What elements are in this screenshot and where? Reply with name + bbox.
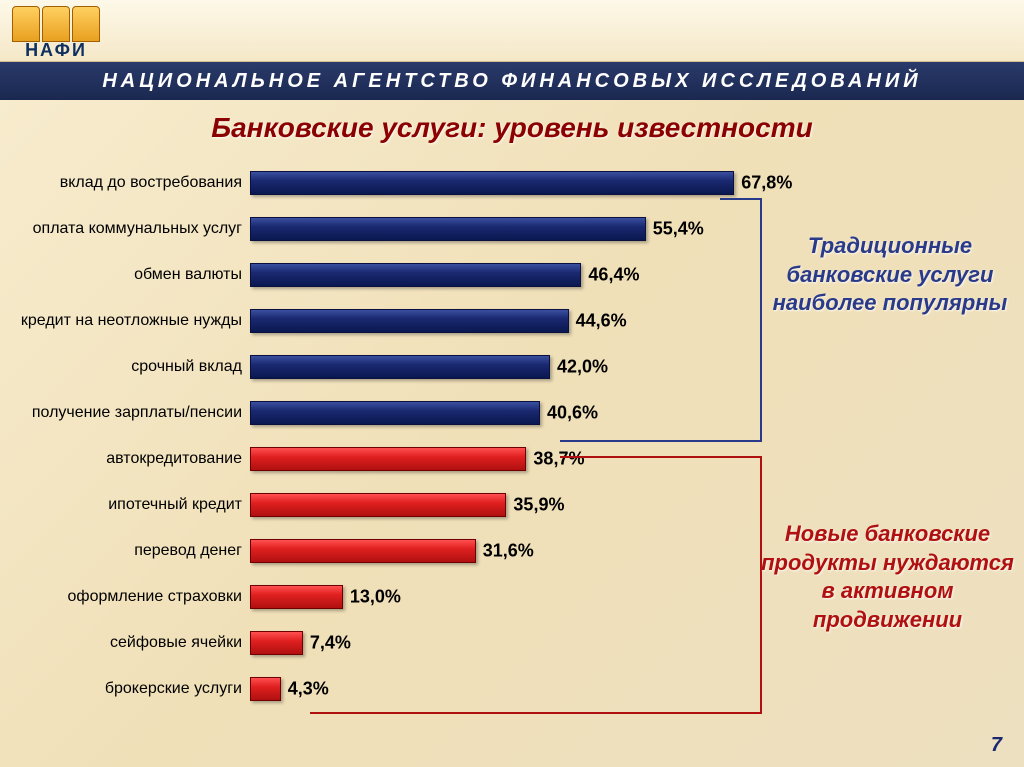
callout-new-products: Новые банковские продукты нуждаются в ак…: [760, 520, 1015, 634]
bar-value: 13,0%: [350, 587, 401, 608]
row-label: обмен валюты: [10, 266, 250, 284]
bar-value: 44,6%: [576, 311, 627, 332]
bar-wrap: 7,4%: [250, 631, 750, 655]
callout-bracket: [720, 198, 762, 200]
row-label: оформление страховки: [10, 588, 250, 606]
page-title: Банковские услуги: уровень известности: [0, 112, 1024, 144]
logo-bars-icon: [12, 6, 100, 42]
bar-value: 55,4%: [653, 219, 704, 240]
chart-row: ипотечный кредит35,9%: [10, 482, 750, 528]
logo-text: НАФИ: [25, 40, 87, 61]
bar: 42,0%: [250, 355, 550, 379]
bar: 67,8%: [250, 171, 734, 195]
header-bar: НАЦИОНАЛЬНОЕ АГЕНТСТВО ФИНАНСОВЫХ ИССЛЕД…: [0, 62, 1024, 100]
callout-line: Традиционные: [770, 232, 1010, 261]
row-label: автокредитование: [10, 450, 250, 468]
row-label: сейфовые ячейки: [10, 634, 250, 652]
bar-value: 35,9%: [513, 495, 564, 516]
bar-wrap: 31,6%: [250, 539, 750, 563]
callout-line: банковские услуги: [770, 261, 1010, 290]
chart-row: получение зарплаты/пенсии40,6%: [10, 390, 750, 436]
chart-row: оформление страховки13,0%: [10, 574, 750, 620]
bar-wrap: 35,9%: [250, 493, 750, 517]
chart-row: автокредитование38,7%: [10, 436, 750, 482]
bar-wrap: 4,3%: [250, 677, 750, 701]
logo: НАФИ: [12, 6, 100, 61]
chart-row: брокерские услуги4,3%: [10, 666, 750, 712]
bar: 44,6%: [250, 309, 569, 333]
bar-value: 40,6%: [547, 403, 598, 424]
bar-wrap: 55,4%: [250, 217, 750, 241]
bar: 35,9%: [250, 493, 506, 517]
chart-row: кредит на неотложные нужды44,6%: [10, 298, 750, 344]
bar-value: 7,4%: [310, 633, 351, 654]
chart-row: оплата коммунальных услуг55,4%: [10, 206, 750, 252]
bar-value: 38,7%: [533, 449, 584, 470]
callout-bracket: [760, 198, 762, 442]
callout-bracket: [560, 456, 762, 458]
bar: 40,6%: [250, 401, 540, 425]
row-label: оплата коммунальных услуг: [10, 220, 250, 238]
callout-bracket: [310, 712, 762, 714]
bar: 38,7%: [250, 447, 526, 471]
top-strip: НАФИ: [0, 0, 1024, 62]
callout-line: продукты нуждаются: [760, 549, 1015, 578]
bar-value: 4,3%: [288, 679, 329, 700]
bar-wrap: 38,7%: [250, 447, 750, 471]
row-label: срочный вклад: [10, 358, 250, 376]
page-number: 7: [991, 734, 1002, 757]
bar: 55,4%: [250, 217, 646, 241]
callout-line: Новые банковские: [760, 520, 1015, 549]
callout-line: наиболее популярны: [770, 289, 1010, 318]
bar-wrap: 44,6%: [250, 309, 750, 333]
callout-traditional: Традиционные банковские услуги наиболее …: [770, 232, 1010, 318]
bar-wrap: 42,0%: [250, 355, 750, 379]
bar-value: 46,4%: [588, 265, 639, 286]
chart-row: сейфовые ячейки7,4%: [10, 620, 750, 666]
row-label: получение зарплаты/пенсии: [10, 404, 250, 422]
chart-row: перевод денег31,6%: [10, 528, 750, 574]
chart-row: обмен валюты46,4%: [10, 252, 750, 298]
row-label: вклад до востребования: [10, 174, 250, 192]
bar: 13,0%: [250, 585, 343, 609]
bar: 4,3%: [250, 677, 281, 701]
row-label: ипотечный кредит: [10, 496, 250, 514]
bar-value: 42,0%: [557, 357, 608, 378]
row-label: брокерские услуги: [10, 680, 250, 698]
bar-value: 31,6%: [483, 541, 534, 562]
bar: 31,6%: [250, 539, 476, 563]
callout-bracket: [560, 440, 762, 442]
bar-wrap: 46,4%: [250, 263, 750, 287]
bar-wrap: 13,0%: [250, 585, 750, 609]
callout-line: в активном продвижении: [760, 577, 1015, 634]
row-label: кредит на неотложные нужды: [10, 312, 250, 330]
bar-wrap: 40,6%: [250, 401, 750, 425]
header-text: НАЦИОНАЛЬНОЕ АГЕНТСТВО ФИНАНСОВЫХ ИССЛЕД…: [102, 70, 921, 93]
chart-row: срочный вклад42,0%: [10, 344, 750, 390]
bar-value: 67,8%: [741, 173, 792, 194]
bar: 7,4%: [250, 631, 303, 655]
chart-row: вклад до востребования67,8%: [10, 160, 750, 206]
bar: 46,4%: [250, 263, 581, 287]
bar-wrap: 67,8%: [250, 171, 750, 195]
row-label: перевод денег: [10, 542, 250, 560]
